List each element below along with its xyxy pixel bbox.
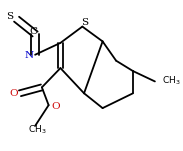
Text: S: S	[81, 18, 88, 27]
Text: S: S	[6, 12, 13, 21]
Text: CH$_3$: CH$_3$	[162, 74, 180, 87]
Text: O: O	[51, 102, 60, 111]
Text: N: N	[25, 51, 34, 60]
Text: O: O	[10, 89, 18, 98]
Text: C: C	[29, 27, 38, 36]
Text: CH$_3$: CH$_3$	[27, 123, 46, 136]
